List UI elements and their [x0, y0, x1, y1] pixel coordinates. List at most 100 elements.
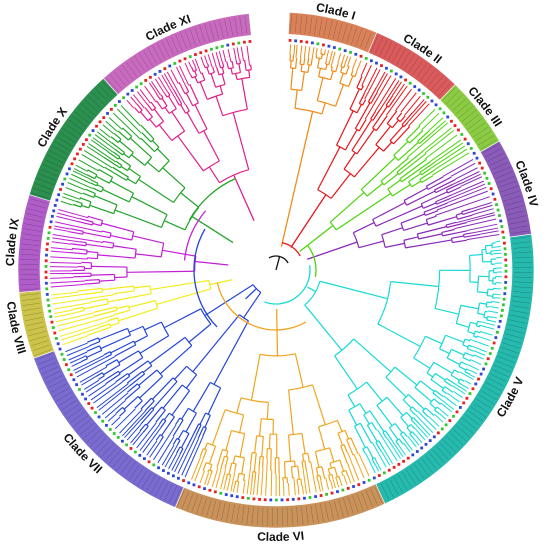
branch-line: [290, 68, 294, 90]
tip-label-hatch: [462, 417, 477, 430]
branch-line: [135, 253, 162, 258]
branch-line: [464, 352, 474, 357]
branch-line: [435, 194, 453, 203]
leaf-branch: [126, 423, 142, 441]
tip-label-hatch: [56, 391, 72, 402]
clade-label-text: Clade IX: [3, 217, 22, 266]
branch-line: [216, 67, 220, 75]
leaf-branch: [325, 50, 330, 62]
branch-line: [72, 306, 84, 311]
branch-line: [375, 441, 383, 453]
leaf-branch: [65, 187, 83, 195]
branch-arc: [154, 300, 159, 309]
leaf-branch: [92, 137, 114, 153]
leaf-branch: [54, 309, 73, 315]
leaf-branch: [86, 145, 105, 158]
branch-line: [370, 110, 377, 120]
branch-arc: [231, 429, 245, 435]
leaf-branch: [102, 124, 115, 135]
branch-line: [334, 355, 358, 390]
tip-marker: [489, 187, 493, 191]
branch-line: [107, 151, 119, 160]
leaf-branch: [376, 71, 386, 88]
tip-label-hatch: [21, 243, 40, 246]
leaf-branch: [51, 241, 71, 245]
branch-line: [105, 353, 112, 358]
branch-line: [317, 146, 341, 191]
leaf-branch: [246, 464, 252, 495]
branch-line: [366, 424, 378, 442]
branch-line: [254, 435, 258, 453]
branch-line: [461, 208, 471, 213]
branch-line: [315, 467, 319, 476]
leaf-branch: [347, 475, 352, 484]
branch-line: [94, 306, 117, 313]
leaf-branch: [456, 212, 495, 224]
tip-label-hatch: [427, 72, 440, 87]
branch-arc: [80, 203, 83, 208]
branch-arc: [372, 219, 377, 227]
tip-label-hatch: [49, 150, 66, 160]
tip-marker: [120, 439, 124, 443]
tip-marker: [78, 388, 81, 391]
branch-line: [237, 481, 240, 487]
tip-marker: [55, 198, 59, 202]
tip-marker: [147, 460, 151, 464]
branch-line: [413, 357, 431, 369]
branch-line: [347, 394, 356, 408]
tip-marker: [291, 497, 295, 501]
leaf-branch: [161, 444, 175, 466]
tip-marker: [338, 47, 342, 51]
branch-line: [232, 455, 236, 464]
branch-line: [325, 64, 328, 70]
branch-line: [270, 448, 272, 471]
branch-line: [384, 430, 393, 442]
tip-marker: [477, 377, 480, 381]
tip-marker: [139, 82, 143, 86]
branch-line: [234, 480, 237, 486]
tip-label-hatch: [452, 98, 467, 111]
tip-marker: [357, 483, 361, 486]
branch-line: [239, 58, 242, 64]
clade-stem: [245, 288, 257, 300]
branch-line: [330, 66, 333, 71]
leaf-branch: [69, 356, 84, 364]
branch-arc: [433, 189, 437, 193]
leaf-branch: [301, 485, 304, 495]
branch-line: [253, 453, 257, 472]
branch-line: [206, 67, 210, 75]
leaf-branch: [236, 485, 239, 493]
branch-line: [359, 422, 372, 444]
tip-label-hatch: [58, 395, 75, 406]
leaf-branch: [492, 252, 502, 255]
branch-line: [372, 109, 381, 121]
tip-label-hatch: [31, 340, 49, 346]
leaf-branch: [59, 321, 109, 337]
leaf-branch: [153, 424, 177, 461]
tip-label-hatch: [360, 30, 367, 48]
tip-marker: [84, 397, 87, 401]
tip-marker: [499, 219, 503, 223]
leaf-branch: [443, 395, 457, 407]
branch-arc: [133, 286, 135, 291]
branch-arc: [348, 403, 361, 411]
branch-line: [163, 308, 202, 329]
branch-arc: [105, 364, 108, 368]
branch-line: [115, 160, 123, 166]
branch-arc: [337, 429, 346, 434]
tip-label-hatch: [61, 399, 77, 411]
branch-arc: [86, 169, 89, 172]
branch-arc: [425, 219, 429, 226]
leaf-branch: [58, 314, 114, 332]
branch-line: [350, 437, 359, 455]
branch-line: [383, 173, 399, 186]
branch-line: [197, 426, 205, 439]
leaf-branch: [50, 261, 82, 264]
tip-marker: [444, 423, 448, 427]
tip-marker: [187, 481, 191, 485]
tip-label-hatch: [501, 347, 519, 354]
tip-label-hatch: [73, 415, 88, 427]
leaf-branch: [424, 130, 455, 154]
branch-line: [101, 222, 134, 233]
tip-label-hatch: [510, 225, 529, 230]
